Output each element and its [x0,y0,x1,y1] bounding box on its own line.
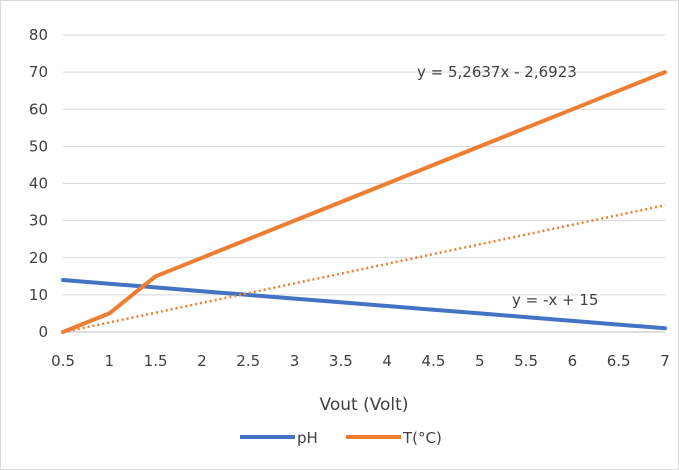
series-line-temperature [61,70,667,334]
series-lines [61,70,667,334]
x-tick-label: 3 [290,352,300,370]
trendline-equation-temperature: y = 5,2637x - 2,6923 [417,63,577,81]
gridlines [63,34,665,333]
legend-label-temperature: T(°C) [402,429,442,447]
x-tick-label: 1 [105,352,115,370]
x-tick-label: 1.5 [144,352,168,370]
trendline-equation-ph: y = -x + 15 [512,291,598,309]
legend: pH T(°C) [240,429,442,447]
y-tick-label: 60 [29,100,48,118]
legend-label-ph: pH [297,429,318,447]
y-tick-label: 30 [29,212,48,230]
series-line-ph [61,278,667,331]
x-tick-label: 6.5 [607,352,631,370]
y-axis-ticks: 0 10 20 30 40 50 60 70 80 [29,26,48,341]
y-tick-label: 80 [29,26,48,44]
y-tick-label: 10 [29,286,48,304]
x-axis-ticks: 0.5 1 1.5 2 2.5 3 3.5 4 4.5 5 5.5 6 6.5 7 [51,352,670,370]
x-tick-label: 3.5 [329,352,353,370]
x-tick-label: 4 [382,352,392,370]
y-tick-label: 0 [38,323,48,341]
y-tick-label: 40 [29,175,48,193]
x-tick-label: 7 [660,352,670,370]
y-tick-label: 70 [29,63,48,81]
x-tick-label: 0.5 [51,352,75,370]
x-tick-label: 5 [475,352,485,370]
x-tick-label: 4.5 [422,352,446,370]
x-axis-title: Vout (Volt) [320,395,409,415]
x-tick-label: 5.5 [514,352,538,370]
x-tick-label: 2 [197,352,207,370]
trendline-temperature [62,203,666,334]
y-tick-label: 20 [29,249,48,267]
y-tick-label: 50 [29,137,48,155]
x-tick-label: 6 [568,352,578,370]
x-tick-label: 2.5 [236,352,260,370]
